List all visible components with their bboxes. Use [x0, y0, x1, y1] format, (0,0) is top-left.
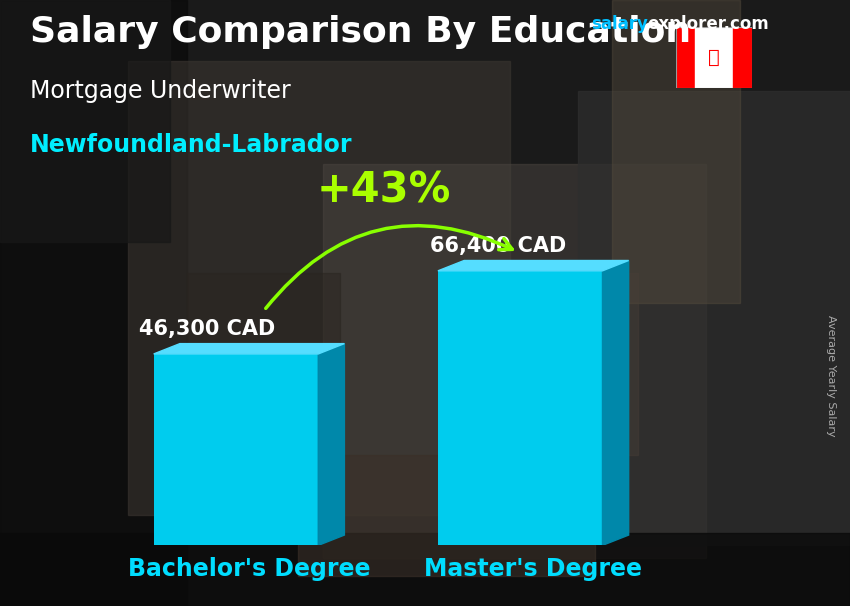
Text: 66,400 CAD: 66,400 CAD	[430, 236, 567, 256]
Polygon shape	[438, 261, 629, 271]
Text: Master's Degree: Master's Degree	[424, 558, 643, 581]
Bar	[578, 91, 850, 545]
Bar	[154, 354, 318, 545]
Polygon shape	[603, 261, 629, 545]
Bar	[438, 271, 603, 545]
Text: Salary Comparison By Education: Salary Comparison By Education	[30, 15, 691, 49]
Text: +43%: +43%	[316, 170, 450, 211]
Bar	[323, 164, 706, 558]
Bar	[468, 273, 638, 454]
Bar	[128, 61, 510, 515]
Bar	[733, 27, 752, 88]
Bar	[298, 454, 595, 576]
Polygon shape	[318, 344, 344, 545]
Text: explorer.com: explorer.com	[648, 15, 769, 33]
Bar	[676, 27, 694, 88]
Text: 🍁: 🍁	[708, 48, 720, 67]
Text: Newfoundland-Labrador: Newfoundland-Labrador	[30, 133, 352, 158]
Bar	[0, 0, 187, 606]
Bar	[612, 0, 740, 303]
Text: salary: salary	[591, 15, 648, 33]
Bar	[187, 273, 340, 424]
Text: Bachelor's Degree: Bachelor's Degree	[128, 558, 371, 581]
Bar	[694, 27, 733, 88]
FancyArrowPatch shape	[266, 225, 513, 308]
Polygon shape	[154, 344, 344, 354]
Text: Average Yearly Salary: Average Yearly Salary	[826, 315, 836, 436]
Text: Mortgage Underwriter: Mortgage Underwriter	[30, 79, 291, 103]
Bar	[0, 0, 170, 242]
Text: 46,300 CAD: 46,300 CAD	[139, 319, 275, 339]
Bar	[0, 533, 850, 606]
